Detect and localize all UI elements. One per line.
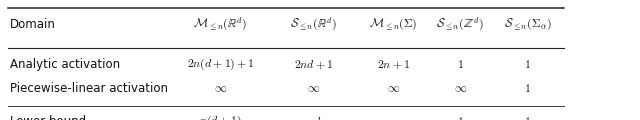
- Text: $\mathcal{S}_{\leq n}(\Sigma_\alpha)$: $\mathcal{S}_{\leq n}(\Sigma_\alpha)$: [504, 16, 552, 32]
- Text: Analytic activation: Analytic activation: [10, 58, 120, 71]
- Text: $2n+1$: $2n+1$: [376, 58, 410, 71]
- Text: $\mathcal{S}_{\leq n}(\mathbb{Z}^d)$: $\mathcal{S}_{\leq n}(\mathbb{Z}^d)$: [436, 15, 484, 33]
- Text: $2n(d+1)+1$: $2n(d+1)+1$: [187, 57, 254, 72]
- Text: $1$: $1$: [524, 58, 531, 71]
- Text: $n$: $n$: [389, 115, 397, 120]
- Text: Lower bound: Lower bound: [10, 115, 86, 120]
- Text: $\mathcal{M}_{\leq n}(\Sigma)$: $\mathcal{M}_{\leq n}(\Sigma)$: [369, 16, 417, 32]
- Text: Piecewise-linear activation: Piecewise-linear activation: [10, 82, 168, 95]
- Text: $\infty$: $\infty$: [307, 82, 320, 95]
- Text: $\mathcal{M}_{\leq n}(\mathbb{R}^d)$: $\mathcal{M}_{\leq n}(\mathbb{R}^d)$: [193, 15, 248, 33]
- Text: $1$: $1$: [524, 115, 531, 120]
- Text: Domain: Domain: [10, 18, 56, 30]
- Text: $1$: $1$: [524, 82, 531, 95]
- Text: $\infty$: $\infty$: [387, 82, 400, 95]
- Text: $1$: $1$: [457, 58, 464, 71]
- Text: $\mathcal{S}_{\leq n}(\mathbb{R}^d)$: $\mathcal{S}_{\leq n}(\mathbb{R}^d)$: [290, 15, 337, 33]
- Text: $1$: $1$: [457, 115, 464, 120]
- Text: $nd$: $nd$: [306, 115, 321, 120]
- Text: $n(d+1)$: $n(d+1)$: [199, 114, 242, 120]
- Text: $\infty$: $\infty$: [454, 82, 467, 95]
- Text: $\infty$: $\infty$: [214, 82, 227, 95]
- Text: $2nd+1$: $2nd+1$: [294, 58, 333, 71]
